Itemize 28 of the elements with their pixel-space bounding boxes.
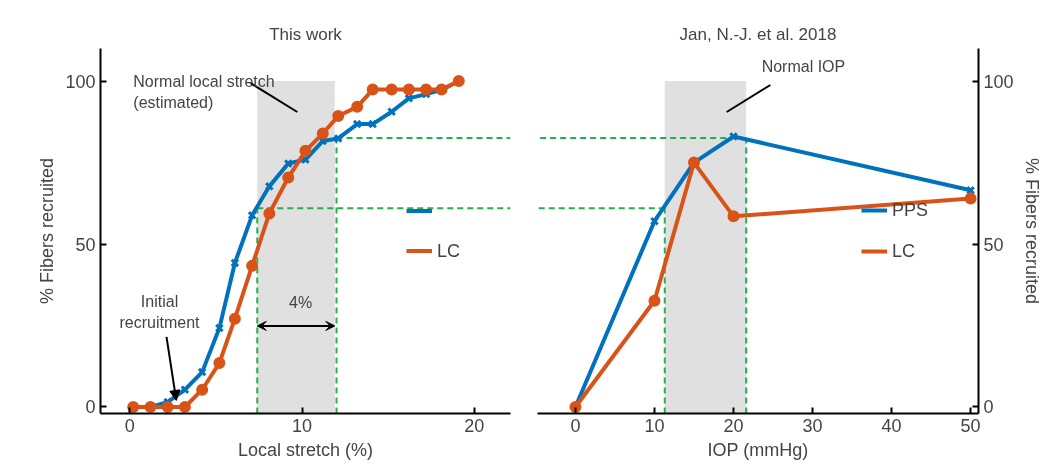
legend-label: PPS (891, 199, 928, 221)
chart-title: Jan, N.-J. et al. 2018 (679, 24, 837, 44)
x-tick-label: 20 (723, 415, 744, 436)
chart-title: This work (269, 24, 343, 44)
y-tick-label: 100 (65, 71, 96, 92)
x-tick-label: 40 (881, 415, 902, 436)
x-tick-label: 10 (644, 415, 665, 436)
x-tick-label: 10 (292, 415, 313, 436)
y2-tick-label: 100 (983, 71, 1014, 92)
x-tick-label: 30 (802, 415, 823, 436)
y2-tick-label: 50 (983, 234, 1004, 255)
legend-label: LC (436, 240, 460, 261)
legend-label: LC (891, 240, 915, 262)
x-axis-title: Local stretch (%) (237, 439, 374, 460)
x-tick-label: 50 (960, 415, 981, 436)
annotation: 4% (289, 294, 313, 312)
annotation: Normal IOP (761, 57, 846, 75)
y2-axis-title: % Fibers recruited (1021, 157, 1042, 305)
annotation: Normal local stretch (estimated) (133, 73, 275, 111)
x-tick-label: 0 (570, 415, 581, 436)
annotation: Initial recruitment (119, 293, 201, 331)
y2-tick-label: 0 (983, 397, 994, 418)
x-tick-label: 20 (464, 415, 485, 436)
y-tick-label: 0 (85, 397, 96, 418)
y-tick-label: 50 (75, 234, 96, 255)
x-tick-label: 0 (124, 415, 135, 436)
x-axis-title: IOP (mmHg) (707, 439, 809, 460)
y-axis-title: % Fibers recruited (37, 157, 58, 305)
